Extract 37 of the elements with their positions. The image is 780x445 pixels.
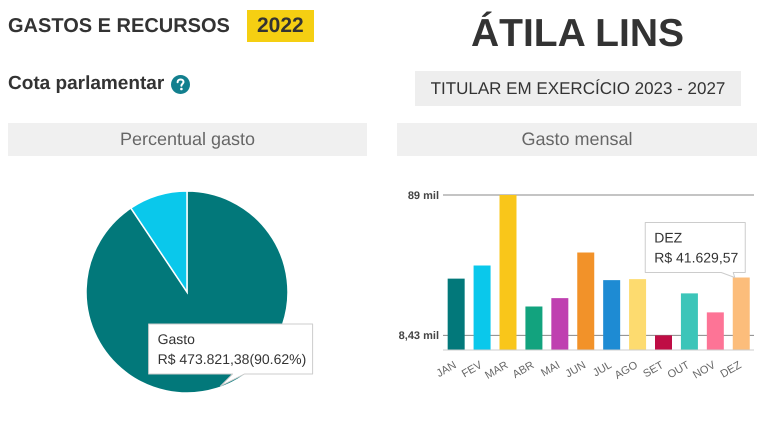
category-label: DEZ	[654, 230, 682, 246]
bar	[706, 312, 724, 350]
bar	[525, 306, 542, 350]
x-tick-label: NOV	[690, 358, 718, 382]
slice-label: Gasto	[158, 330, 196, 347]
text: TITULAR EM EXERCÍCIO 2023 - 2027	[415, 71, 741, 106]
bar	[680, 293, 698, 350]
chart-title: Percentual gasto	[120, 129, 256, 149]
y-tick-label: 89 mil	[408, 190, 439, 202]
text: ÁTILA LINS	[470, 12, 684, 55]
bar	[474, 266, 491, 350]
data-label: R$ 473.821,38(90.62%)	[158, 350, 306, 367]
bar	[603, 280, 620, 350]
text: 2022	[247, 10, 314, 42]
y-tick-label: 8,43 mil	[398, 330, 439, 342]
bar	[577, 252, 594, 350]
x-tick-label: FEV	[460, 358, 485, 380]
x-tick-label: ABR	[510, 359, 536, 381]
x-tick-label: MAR	[483, 359, 510, 382]
text: GASTOS E RECURSOS	[8, 14, 230, 39]
bar	[551, 298, 568, 350]
text: Cota parlamentar	[8, 73, 164, 95]
x-tick-label: DEZ	[718, 359, 744, 381]
x-tick-label: MAI	[539, 359, 562, 380]
x-tick-label: JUN	[564, 359, 588, 380]
bar	[655, 335, 672, 350]
bar	[500, 195, 516, 350]
x-tick-label: JUL	[591, 359, 614, 380]
bar	[448, 278, 465, 350]
bar	[732, 278, 750, 350]
x-tick-label: OUT	[666, 359, 692, 382]
x-tick-label: SET	[641, 359, 666, 380]
bar	[629, 279, 646, 350]
annotation: R$ 41.629,57	[654, 250, 739, 266]
x-tick-label: JAN	[434, 359, 459, 380]
x-tick-label: AGO	[612, 358, 640, 382]
chart-title: Gasto mensal	[521, 129, 633, 149]
